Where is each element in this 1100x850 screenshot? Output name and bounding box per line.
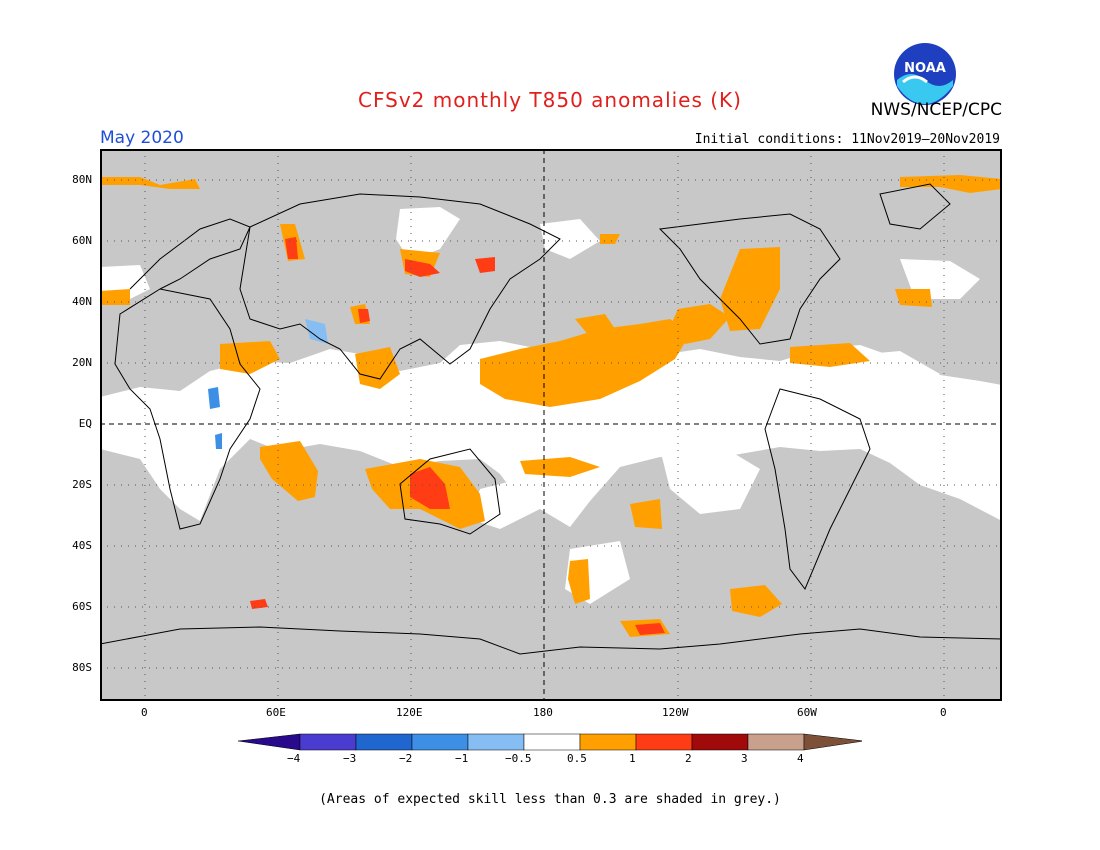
coastlines bbox=[99, 183, 1003, 655]
neutral-patch bbox=[660, 445, 760, 514]
colorbar-right-arrow bbox=[803, 733, 865, 751]
strong-warm-region bbox=[285, 237, 298, 259]
anomaly-map bbox=[99, 149, 1003, 705]
strong-warm-regions bbox=[250, 237, 665, 635]
initial-conditions: Initial conditions: 11Nov2019—20Nov2019 bbox=[694, 132, 1000, 147]
coastline-south-america bbox=[764, 388, 871, 590]
noaa-logo-text: NOAA bbox=[904, 61, 946, 76]
latitude-labels: 80N 60N 40N 20N EQ 20S 40S 60S 80S bbox=[0, 0, 100, 850]
map-title: CFSv2 monthly T850 anomalies (K) bbox=[358, 88, 742, 112]
warm-anomaly-region bbox=[568, 559, 590, 604]
lat-label: 60N bbox=[72, 234, 92, 247]
lat-label: 20S bbox=[72, 478, 92, 491]
coastline-antarctica bbox=[99, 626, 1003, 655]
agency-label: NWS/NCEP/CPC bbox=[870, 100, 1002, 120]
warm-anomaly-region bbox=[100, 177, 200, 189]
warm-anomaly-region bbox=[355, 347, 400, 389]
lat-label: EQ bbox=[78, 417, 92, 430]
warm-anomaly-region bbox=[670, 304, 730, 344]
strong-warm-region bbox=[410, 467, 450, 509]
coastline-greenland bbox=[879, 183, 951, 230]
warm-anomaly-region bbox=[480, 319, 690, 407]
lon-label: 0 bbox=[940, 706, 947, 719]
warm-anomaly-region bbox=[520, 457, 600, 477]
colorbar-segment bbox=[355, 733, 413, 751]
colorbar-left-arrow bbox=[237, 733, 301, 751]
neutral-patch bbox=[540, 219, 600, 259]
lat-label: 20N bbox=[72, 356, 92, 369]
skill-note: (Areas of expected skill less than 0.3 a… bbox=[319, 792, 781, 807]
colorbar-label: 3 bbox=[741, 752, 748, 765]
colorbar bbox=[237, 733, 865, 755]
lon-label: 180 bbox=[533, 706, 553, 719]
lat-label: 60S bbox=[72, 600, 92, 613]
lat-label: 40N bbox=[72, 295, 92, 308]
lat-label: 80N bbox=[72, 173, 92, 186]
warm-anomaly-region bbox=[900, 175, 1002, 193]
colorbar-label: −3 bbox=[343, 752, 357, 765]
lon-label: 60W bbox=[797, 706, 817, 719]
strong-warm-region bbox=[475, 257, 495, 273]
strong-warm-region bbox=[405, 259, 440, 277]
neutral-patch bbox=[470, 479, 540, 529]
neutral-patch bbox=[835, 351, 940, 399]
colorbar-segment bbox=[579, 733, 637, 751]
coastline-north-america bbox=[658, 213, 841, 345]
lon-label: 0 bbox=[141, 706, 148, 719]
lat-label: 40S bbox=[72, 539, 92, 552]
colorbar-label: 1 bbox=[629, 752, 636, 765]
lon-label: 60E bbox=[266, 706, 286, 719]
colorbar-label: −1 bbox=[455, 752, 469, 765]
warm-anomaly-region bbox=[260, 441, 318, 501]
warm-anomaly-region bbox=[630, 499, 662, 529]
coastline-europe bbox=[129, 218, 251, 290]
gridlines bbox=[100, 149, 1002, 701]
warm-anomaly-region bbox=[730, 585, 782, 617]
colorbar-segment bbox=[635, 733, 693, 751]
colorbar-segment bbox=[467, 733, 525, 751]
tropical-neutral-band bbox=[100, 341, 1002, 527]
cool-anomaly-region bbox=[208, 387, 220, 409]
coastline-asia bbox=[239, 193, 561, 380]
strong-warm-region bbox=[635, 623, 665, 635]
cool-anomaly-region bbox=[215, 433, 222, 449]
cool-anomaly-regions bbox=[208, 319, 328, 449]
lon-label: 120W bbox=[662, 706, 689, 719]
colorbar-segment bbox=[747, 733, 805, 751]
colorbar-segment bbox=[691, 733, 749, 751]
lat-label: 80S bbox=[72, 661, 92, 674]
warm-anomaly-region bbox=[100, 289, 130, 305]
warm-anomaly-region bbox=[220, 341, 280, 374]
forecast-period: May 2020 bbox=[100, 128, 184, 148]
colorbar-labels: −4 −3 −2 −1 −0.5 0.5 1 2 3 4 bbox=[0, 752, 1100, 768]
longitude-labels: 0 60E 120E 180 120W 60W 0 bbox=[0, 706, 1100, 726]
map-border bbox=[100, 149, 1002, 701]
colorbar-label: −0.5 bbox=[505, 752, 532, 765]
colorbar-label: 0.5 bbox=[567, 752, 587, 765]
warm-anomaly-region bbox=[790, 343, 870, 367]
neutral-patch bbox=[396, 207, 460, 261]
warm-anomaly-region bbox=[575, 314, 615, 337]
cool-anomaly-region bbox=[305, 319, 328, 344]
colorbar-label: −2 bbox=[399, 752, 413, 765]
colorbar-segment bbox=[523, 733, 581, 751]
colorbar-segment bbox=[299, 733, 357, 751]
coastline-africa bbox=[114, 288, 261, 530]
warm-anomaly-region bbox=[895, 289, 932, 307]
coastline-australia bbox=[399, 448, 501, 535]
colorbar-segment bbox=[411, 733, 469, 751]
colorbar-label: −4 bbox=[287, 752, 301, 765]
noaa-logo: NOAA bbox=[893, 42, 957, 106]
colorbar-label: 4 bbox=[797, 752, 804, 765]
strong-warm-region bbox=[358, 309, 370, 323]
warm-anomaly-regions bbox=[100, 175, 1002, 637]
warm-anomaly-region bbox=[720, 247, 780, 331]
colorbar-label: 2 bbox=[685, 752, 692, 765]
lon-label: 120E bbox=[396, 706, 423, 719]
